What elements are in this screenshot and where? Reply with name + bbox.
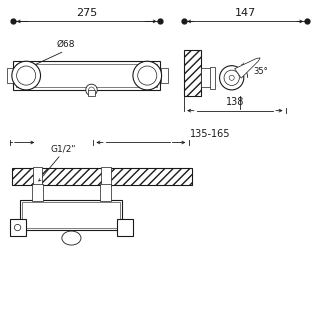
- Text: 138: 138: [226, 97, 244, 107]
- Bar: [88, 90, 95, 96]
- Bar: [101, 167, 111, 186]
- Polygon shape: [235, 58, 260, 78]
- Bar: [184, 50, 201, 96]
- Bar: [100, 184, 111, 201]
- Bar: [12, 168, 192, 186]
- Bar: [117, 219, 133, 236]
- Text: 147: 147: [235, 8, 256, 18]
- Bar: [210, 67, 215, 89]
- Circle shape: [89, 87, 94, 93]
- Circle shape: [220, 66, 244, 90]
- Circle shape: [229, 75, 234, 80]
- Bar: [161, 68, 168, 83]
- Bar: [20, 200, 123, 230]
- Circle shape: [14, 224, 21, 231]
- Ellipse shape: [62, 231, 81, 245]
- Circle shape: [86, 84, 97, 96]
- Bar: [16, 64, 157, 87]
- Bar: [7, 68, 15, 83]
- Circle shape: [17, 66, 36, 85]
- Text: 35°: 35°: [253, 67, 268, 76]
- Bar: [13, 61, 160, 90]
- Text: 275: 275: [76, 8, 97, 18]
- Circle shape: [133, 61, 162, 90]
- Circle shape: [138, 66, 157, 85]
- Circle shape: [12, 61, 41, 90]
- Circle shape: [224, 70, 239, 85]
- Bar: [32, 184, 43, 201]
- Text: 135-165: 135-165: [190, 129, 231, 139]
- Bar: [10, 219, 26, 236]
- Text: G1/2": G1/2": [50, 145, 76, 154]
- Bar: [22, 202, 121, 228]
- Text: Ø68: Ø68: [56, 39, 75, 49]
- Bar: [201, 68, 211, 87]
- Bar: [33, 167, 42, 186]
